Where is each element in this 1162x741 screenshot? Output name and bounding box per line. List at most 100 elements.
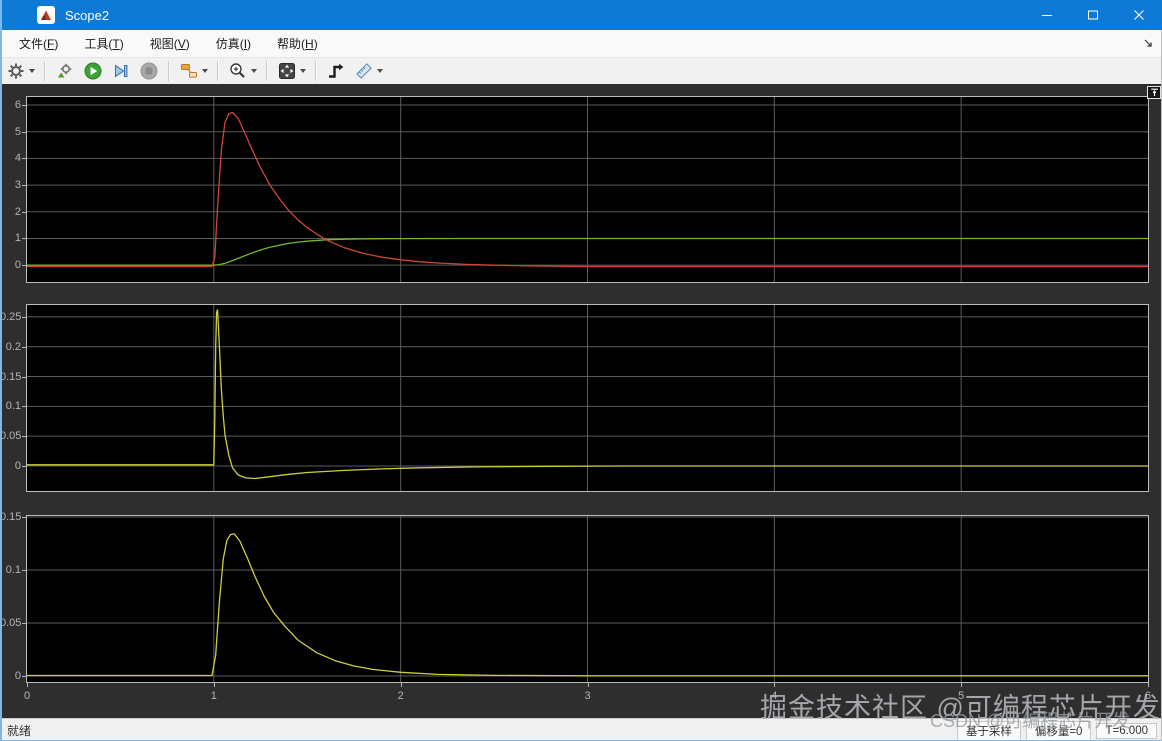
dropdown-caret-icon	[202, 69, 208, 73]
y-tick-mark	[22, 465, 26, 467]
step-forward-icon	[115, 64, 128, 78]
step-forward-button[interactable]	[108, 60, 134, 82]
window-border-left	[0, 0, 2, 741]
stop-button[interactable]	[136, 60, 162, 82]
x-tick-label: 2	[397, 690, 404, 702]
y-tick-label: 4	[14, 152, 21, 165]
y-tick-mark	[22, 623, 26, 625]
series-impulse-response-red	[27, 111, 1148, 268]
y-tick-label: 0.2	[5, 340, 21, 353]
x-tick-mark	[27, 683, 28, 687]
plot-area-1[interactable]	[26, 96, 1149, 283]
y-tick-mark	[22, 436, 26, 438]
x-tick-mark	[400, 683, 402, 687]
trigger-button[interactable]	[323, 60, 349, 82]
toolbar-separator	[217, 61, 219, 81]
status-bar: 就绪 基于采样 偏移量=0 T=6.000	[0, 718, 1162, 741]
expand-axes-icon[interactable]	[1147, 86, 1161, 99]
toolbar-separator	[44, 61, 46, 81]
run-icon	[84, 62, 102, 80]
x-tick-label: 6	[1144, 690, 1152, 702]
scope-figure: 0 1 2 3 4 5 6 0 0.05 0.1 0.15 0.2 0.25 0 0.05 0.1 0.15 0 1…	[0, 84, 1162, 718]
y-tick-mark	[22, 211, 26, 213]
minimize-button[interactable]	[1024, 0, 1070, 30]
plot-area-2[interactable]	[26, 304, 1149, 492]
series-signal-yellow	[27, 533, 1148, 677]
watermark-juejin: 掘金技术社区 @可编程芯片开发	[760, 693, 1161, 723]
x-tick-label: 0	[23, 690, 31, 702]
y-tick-label: 0.1	[5, 400, 21, 413]
toolbar	[2, 58, 1162, 85]
y-tick-label: 0.05	[0, 430, 22, 443]
status-sample-mode: 基于采样	[956, 720, 1021, 741]
y-tick-mark	[22, 516, 26, 518]
series-signal-yellow	[27, 309, 1148, 480]
y-tick-mark	[22, 676, 26, 678]
dropdown-caret-icon	[29, 69, 35, 73]
y-tick-mark	[22, 105, 26, 106]
menu-file[interactable]: 文件(F)	[19, 37, 59, 51]
y-tick-mark	[22, 376, 26, 378]
x-tick-mark	[587, 683, 589, 687]
toolbar-separator	[168, 61, 170, 81]
close-button[interactable]	[1116, 0, 1162, 30]
y-tick-label: 5	[14, 125, 21, 138]
toolbar-separator	[315, 61, 317, 81]
menu-bar: 文件(F) 工具(T) 视图(V) 仿真(I) 帮助(H)	[2, 30, 1162, 58]
menu-help[interactable]: 帮助(H)	[277, 37, 318, 51]
menu-view[interactable]: 视图(V)	[149, 37, 190, 51]
x-tick-mark	[213, 683, 215, 687]
y-tick-label: 0	[14, 670, 21, 683]
y-tick-mark	[22, 158, 26, 160]
run-button[interactable]	[80, 60, 106, 82]
dropdown-caret-icon	[377, 69, 383, 73]
maximize-button[interactable]	[1070, 0, 1116, 30]
y-tick-mark	[22, 238, 26, 240]
y-tick-mark	[22, 265, 26, 267]
y-tick-label: 0.15	[0, 510, 22, 523]
y-tick-label: 0.25	[0, 310, 22, 323]
measurements-button[interactable]	[351, 60, 386, 82]
y-tick-label: 0	[14, 459, 21, 472]
window-title: Scope2	[65, 7, 110, 23]
stepping-options-button[interactable]	[52, 60, 78, 82]
y-tick-mark	[22, 346, 26, 348]
title-bar: Scope2	[0, 0, 1162, 30]
y-tick-label: 6	[14, 99, 21, 111]
zoom-button[interactable]	[225, 60, 260, 82]
scale-to-fit-icon	[279, 63, 295, 79]
menu-simulation[interactable]: 仿真(I)	[215, 37, 252, 51]
plot-area-3[interactable]	[26, 515, 1149, 683]
dropdown-caret-icon	[251, 69, 257, 73]
y-tick-mark	[22, 131, 26, 133]
status-sim-time: T=6.000	[1096, 722, 1157, 739]
matlab-logo-icon	[37, 6, 55, 24]
x-tick-label: 4	[771, 690, 778, 702]
y-tick-mark	[22, 569, 26, 571]
y-tick-label: 0.15	[0, 370, 22, 383]
x-tick-mark	[961, 683, 963, 687]
chart-canvas	[27, 305, 1148, 491]
y-tick-label: 2	[14, 205, 21, 218]
x-tick-label: 5	[958, 690, 965, 702]
y-tick-label: 0.05	[0, 617, 22, 630]
series-step-response-green	[27, 237, 1148, 266]
menu-overflow-icon[interactable]	[1143, 38, 1154, 52]
settings-button[interactable]	[3, 60, 38, 82]
stop-icon	[140, 62, 158, 80]
menu-tools[interactable]: 工具(T)	[84, 37, 124, 51]
dropdown-caret-icon	[300, 69, 306, 73]
x-tick-mark	[1148, 683, 1149, 687]
measurements-ruler-icon	[356, 63, 372, 79]
signal-selector-button[interactable]	[176, 60, 211, 82]
x-tick-label: 3	[584, 690, 591, 702]
watermark-csdn: CSDN @可编程芯片开发	[930, 711, 1131, 731]
y-tick-mark	[22, 185, 26, 187]
chart-canvas	[27, 516, 1148, 682]
y-tick-label: 0	[14, 259, 21, 272]
y-tick-mark	[22, 316, 26, 318]
y-tick-label: 0.1	[5, 563, 21, 576]
scale-to-fit-button[interactable]	[274, 60, 309, 82]
y-tick-label: 1	[14, 232, 21, 245]
